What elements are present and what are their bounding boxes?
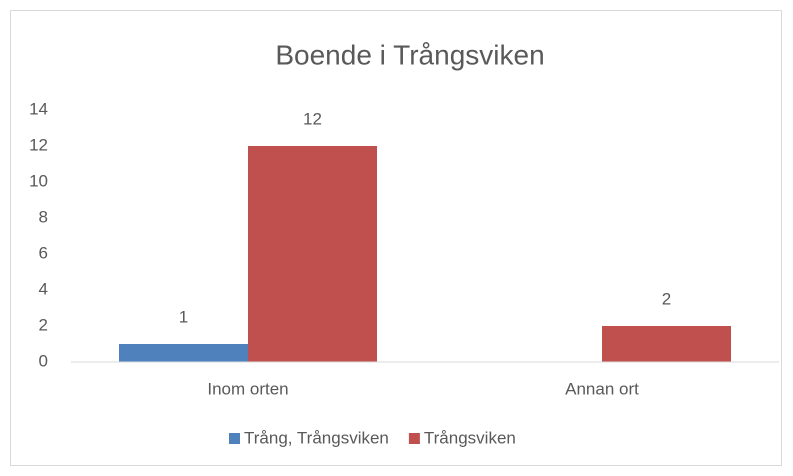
y-tick-label: 8: [39, 207, 48, 226]
y-tick-label: 12: [29, 135, 48, 154]
legend-label: Trångsviken: [424, 428, 516, 447]
legend-swatch: [408, 433, 420, 444]
chart-title: Boende i Trångsviken: [275, 39, 544, 70]
y-tick-label: 4: [39, 279, 48, 298]
legend-swatch: [229, 433, 240, 444]
y-tick-label: 10: [29, 171, 48, 190]
x-tick-label: Inom orten: [207, 379, 288, 398]
y-tick-label: 14: [29, 99, 48, 118]
y-tick-label: 0: [39, 351, 48, 370]
x-tick-label: Annan ort: [565, 379, 639, 398]
bar: [248, 146, 377, 362]
bar: [602, 326, 731, 362]
data-label: 12: [303, 109, 322, 128]
y-tick-label: 6: [39, 243, 48, 262]
data-label: 2: [662, 289, 671, 308]
chart-border: [10, 10, 782, 466]
legend-label: Trång, Trångsviken: [244, 428, 389, 447]
bar: [119, 344, 248, 362]
y-tick-label: 2: [39, 315, 48, 334]
data-label: 1: [179, 307, 188, 326]
